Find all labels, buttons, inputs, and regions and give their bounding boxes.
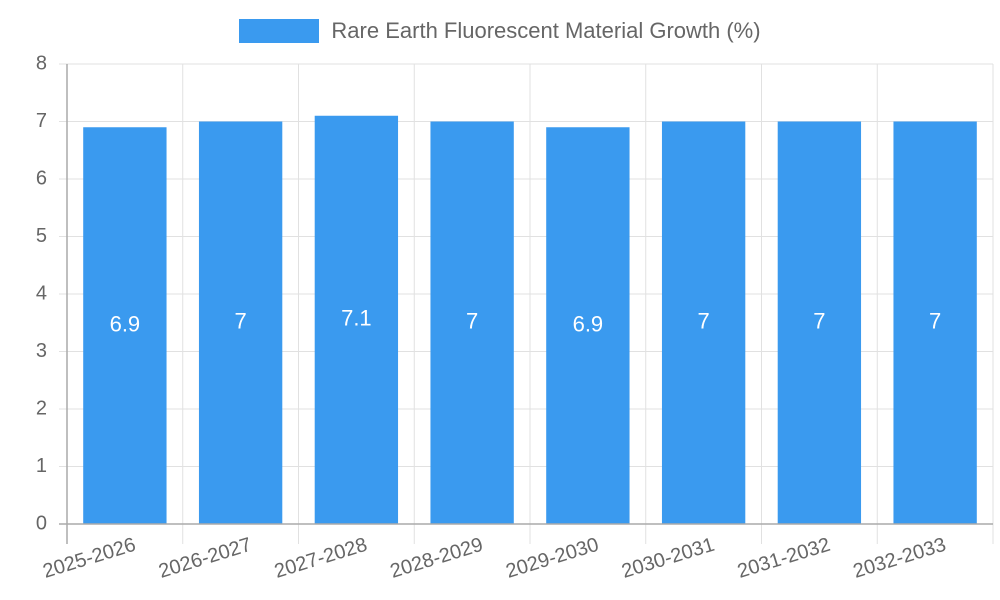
x-tick-label: 2030-2031 bbox=[619, 534, 717, 583]
legend-swatch bbox=[239, 19, 320, 43]
y-tick-label: 3 bbox=[36, 340, 47, 362]
y-tick-label: 6 bbox=[36, 167, 47, 189]
bar-value-label: 7 bbox=[698, 309, 710, 334]
bar-value-label: 6.9 bbox=[573, 311, 604, 336]
y-tick-label: 1 bbox=[36, 455, 47, 477]
bar[interactable] bbox=[777, 121, 862, 525]
x-tick-label: 2031-2032 bbox=[735, 534, 833, 583]
bar-value-label: 7 bbox=[813, 309, 825, 334]
legend-label: Rare Earth Fluorescent Material Growth (… bbox=[331, 18, 761, 43]
bar[interactable] bbox=[893, 121, 977, 525]
x-tick-label: 2027-2028 bbox=[272, 534, 370, 583]
bar-value-label: 7 bbox=[929, 309, 941, 334]
bar[interactable] bbox=[83, 127, 167, 524]
y-tick-label: 4 bbox=[36, 282, 47, 304]
y-tick-label: 0 bbox=[36, 512, 47, 534]
bar[interactable] bbox=[314, 115, 399, 524]
y-tick-label: 7 bbox=[36, 110, 47, 132]
x-tick-label: 2028-2029 bbox=[388, 534, 486, 583]
bar-value-label: 6.9 bbox=[110, 311, 141, 336]
y-tick-label: 2 bbox=[36, 397, 47, 419]
bar[interactable] bbox=[661, 121, 746, 525]
bar-value-label: 7 bbox=[466, 309, 478, 334]
chart-legend[interactable]: Rare Earth Fluorescent Material Growth (… bbox=[0, 18, 1000, 44]
y-tick-label: 8 bbox=[36, 52, 47, 74]
bar[interactable] bbox=[198, 121, 283, 525]
bar-value-label: 7 bbox=[235, 309, 247, 334]
bar[interactable] bbox=[546, 127, 630, 524]
x-tick-label: 2025-2026 bbox=[40, 534, 138, 583]
bar-value-label: 7.1 bbox=[341, 306, 372, 331]
y-tick-label: 5 bbox=[36, 225, 47, 247]
x-tick-label: 2032-2033 bbox=[851, 534, 949, 583]
bar[interactable] bbox=[430, 121, 514, 525]
x-tick-label: 2029-2030 bbox=[503, 534, 601, 583]
x-tick-label: 2026-2027 bbox=[156, 534, 254, 583]
